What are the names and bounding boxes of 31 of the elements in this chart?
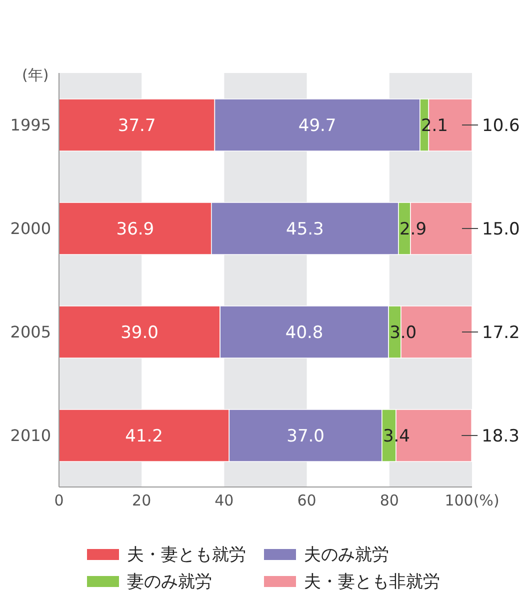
data-label: 39.0 bbox=[120, 323, 158, 344]
legend-label: 妻のみ就労 bbox=[127, 571, 212, 593]
y-tick-label: 1995 bbox=[10, 115, 51, 134]
data-label: 40.8 bbox=[285, 323, 324, 344]
legend-label: 夫・妻とも非就労 bbox=[304, 571, 440, 593]
data-label: 3.0 bbox=[390, 323, 417, 344]
data-label: 18.3 bbox=[482, 426, 520, 447]
x-tick-label: 20 bbox=[132, 492, 152, 510]
data-label: 49.7 bbox=[298, 116, 336, 136]
x-tick-label: 100(%) bbox=[444, 492, 500, 510]
x-tick-label: 0 bbox=[54, 492, 64, 510]
y-tick-label: 2005 bbox=[10, 322, 51, 342]
data-label: 45.3 bbox=[286, 220, 324, 240]
x-tick-label: 40 bbox=[214, 492, 234, 510]
legend-label: 夫・妻とも就労 bbox=[127, 544, 246, 566]
data-label: 3.4 bbox=[382, 426, 410, 447]
data-label: 36.9 bbox=[116, 220, 154, 240]
data-label: 2.9 bbox=[399, 220, 427, 240]
data-label: 17.2 bbox=[482, 323, 520, 344]
data-label: 10.6 bbox=[482, 116, 520, 136]
data-label: 41.2 bbox=[125, 426, 164, 447]
data-label: 15.0 bbox=[482, 220, 520, 240]
data-label: 2.1 bbox=[420, 116, 448, 136]
y-axis-title: (年) bbox=[22, 66, 49, 85]
data-label: 37.7 bbox=[118, 116, 156, 136]
x-tick-label: 80 bbox=[380, 492, 399, 510]
y-tick-label: 2010 bbox=[10, 426, 51, 445]
y-tick-label: 2000 bbox=[10, 218, 51, 238]
x-tick-label: 60 bbox=[297, 492, 316, 510]
data-label: 37.0 bbox=[286, 426, 324, 447]
legend-label: 夫のみ就労 bbox=[304, 544, 389, 566]
